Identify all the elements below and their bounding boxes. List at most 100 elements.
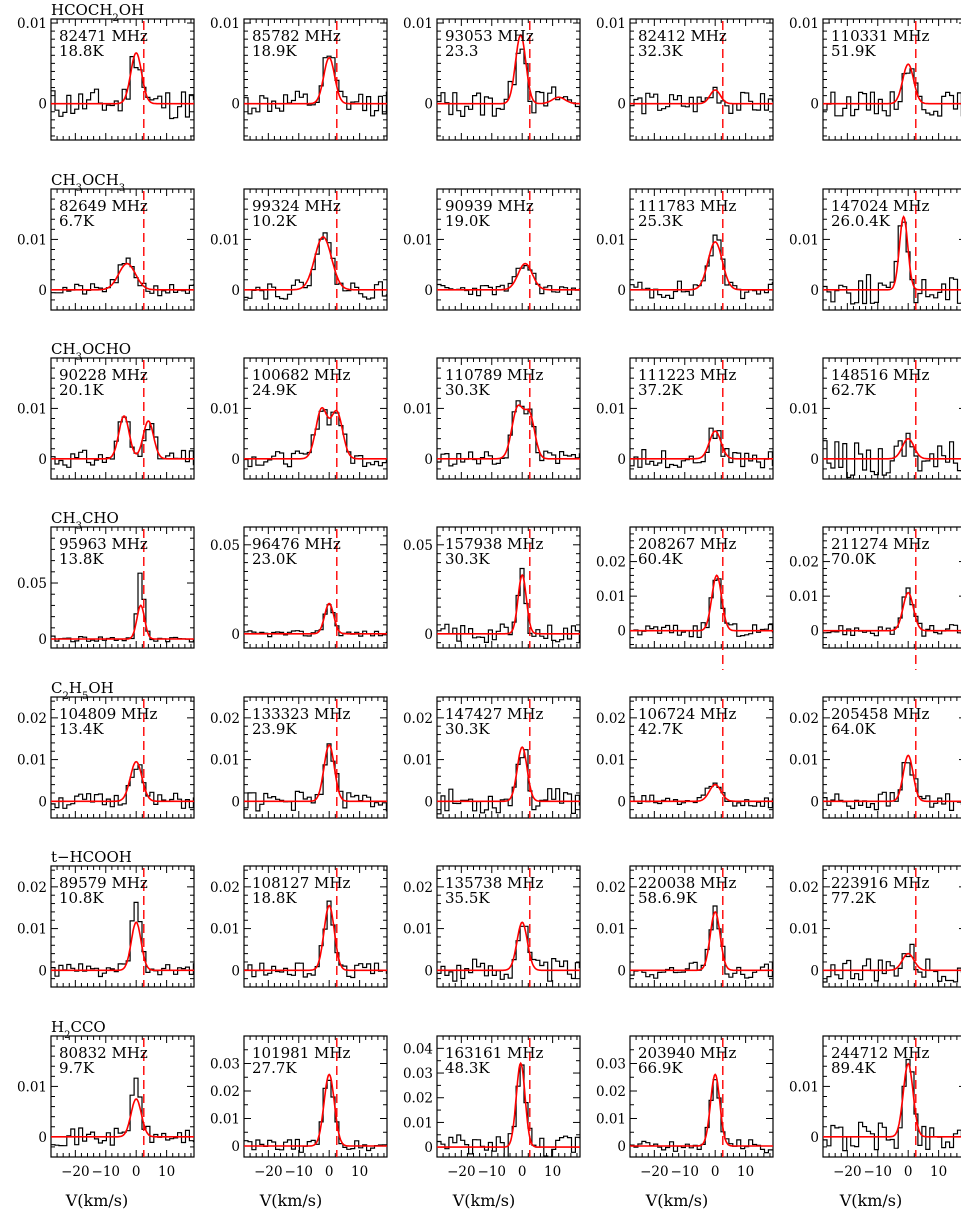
upper-energy: 26.0.4K bbox=[831, 212, 891, 230]
transition-frequency: 100682 MHz bbox=[252, 366, 350, 384]
upper-energy: 60.4K bbox=[638, 550, 683, 568]
panel-frame bbox=[243, 526, 388, 649]
y-tick-label: 0 bbox=[231, 452, 240, 468]
model-fit bbox=[437, 1061, 580, 1148]
transition-frequency: 223916 MHz bbox=[831, 874, 929, 892]
molecule-title: HCOCH2OH bbox=[51, 1, 144, 24]
upper-energy: 18.8K bbox=[252, 889, 297, 907]
y-tick-label: 0.01 bbox=[17, 922, 47, 938]
y-tick-label: 0 bbox=[424, 452, 433, 468]
transition-frequency: 85782 MHz bbox=[252, 27, 341, 45]
observed-spectrum bbox=[437, 265, 580, 297]
observed-spectrum bbox=[823, 68, 961, 117]
observed-spectrum bbox=[823, 432, 961, 479]
y-tick-label: 0 bbox=[617, 97, 626, 113]
observed-spectrum bbox=[630, 86, 773, 115]
x-tick-label: −10 bbox=[478, 1164, 507, 1180]
observed-spectrum bbox=[823, 943, 961, 983]
transition-frequency: 110789 MHz bbox=[445, 366, 543, 384]
y-tick-label: 0.01 bbox=[17, 1079, 47, 1095]
panel-frame bbox=[629, 526, 774, 649]
panel-frame bbox=[436, 696, 581, 819]
y-tick-label: 0.01 bbox=[596, 589, 626, 605]
y-tick-label: 0 bbox=[810, 963, 819, 979]
transition-frequency: 111223 MHz bbox=[638, 366, 736, 384]
observed-spectrum bbox=[51, 56, 194, 120]
transition-frequency: 108127 MHz bbox=[252, 874, 350, 892]
upper-energy: 32.3K bbox=[638, 42, 683, 60]
y-tick-label: 0 bbox=[38, 283, 47, 299]
y-tick-label: 0.01 bbox=[596, 753, 626, 769]
upper-energy: 6.7K bbox=[59, 212, 95, 230]
x-axis-labels: V(km/s) V(km/s) V(km/s) V(km/s) V(km/s) bbox=[65, 1191, 903, 1210]
y-tick-label: 0.01 bbox=[210, 16, 240, 32]
observed-spectrum bbox=[437, 48, 580, 117]
model-fit bbox=[244, 236, 387, 291]
transition-frequency: 110331 MHz bbox=[831, 27, 929, 45]
y-tick-label: 0.02 bbox=[403, 880, 433, 896]
observed-spectrum bbox=[244, 55, 387, 117]
y-tick-label: 0 bbox=[231, 627, 240, 643]
transition-frequency: 80832 MHz bbox=[59, 1044, 148, 1062]
transition-frequency: 211274 MHz bbox=[831, 535, 929, 553]
transition-frequency: 90228 MHz bbox=[59, 366, 148, 384]
panel-frame bbox=[50, 696, 195, 819]
upper-energy: 70.0K bbox=[831, 550, 876, 568]
observed-spectrum bbox=[51, 764, 194, 809]
transition-frequency: 106724 MHz bbox=[638, 705, 736, 723]
transition-frequency: 89579 MHz bbox=[59, 874, 148, 892]
upper-energy: 35.5K bbox=[445, 889, 490, 907]
molecule-title: CH3CHO bbox=[51, 509, 119, 532]
y-tick-label: 0.01 bbox=[596, 922, 626, 938]
y-tick-label: 0.01 bbox=[789, 589, 819, 605]
y-tick-label: 0.02 bbox=[210, 880, 240, 896]
transition-frequency: 93053 MHz bbox=[445, 27, 534, 45]
upper-energy: 51.9K bbox=[831, 42, 876, 60]
x-axis-label: V(km/s) bbox=[452, 1191, 516, 1210]
panel-frame bbox=[436, 865, 581, 988]
y-tick-label: 0.02 bbox=[17, 711, 47, 727]
panel-frame bbox=[243, 696, 388, 819]
x-tick-label: −10 bbox=[671, 1164, 700, 1180]
upper-energy: 66.9K bbox=[638, 1059, 683, 1077]
molecule-title: CH3OCHO bbox=[51, 340, 131, 363]
y-tick-label: 0.05 bbox=[17, 576, 47, 592]
model-fit bbox=[51, 415, 194, 460]
x-tick-label: −10 bbox=[285, 1164, 314, 1180]
model-fit bbox=[823, 591, 961, 632]
y-tick-label: 0 bbox=[231, 283, 240, 299]
model-fit bbox=[244, 904, 387, 972]
model-fit bbox=[437, 921, 580, 972]
y-tick-label: 0.01 bbox=[17, 753, 47, 769]
transition-frequency: 157938 MHz bbox=[445, 535, 543, 553]
y-tick-label: 0.02 bbox=[210, 711, 240, 727]
transition-frequency: 208267 MHz bbox=[638, 535, 736, 553]
model-fit bbox=[823, 215, 961, 291]
upper-energy: 20.1K bbox=[59, 381, 104, 399]
y-tick-label: 0.01 bbox=[789, 753, 819, 769]
x-tick-label: 0 bbox=[518, 1164, 527, 1180]
model-fit bbox=[437, 746, 580, 803]
upper-energy: 13.8K bbox=[59, 550, 104, 568]
observed-spectrum bbox=[630, 578, 773, 638]
y-tick-label: 0.01 bbox=[789, 1079, 819, 1095]
x-tick-label: 0 bbox=[904, 1164, 913, 1180]
x-tick-label: 10 bbox=[158, 1164, 175, 1180]
observed-spectrum bbox=[51, 416, 194, 468]
y-tick-label: 0 bbox=[810, 1130, 819, 1146]
